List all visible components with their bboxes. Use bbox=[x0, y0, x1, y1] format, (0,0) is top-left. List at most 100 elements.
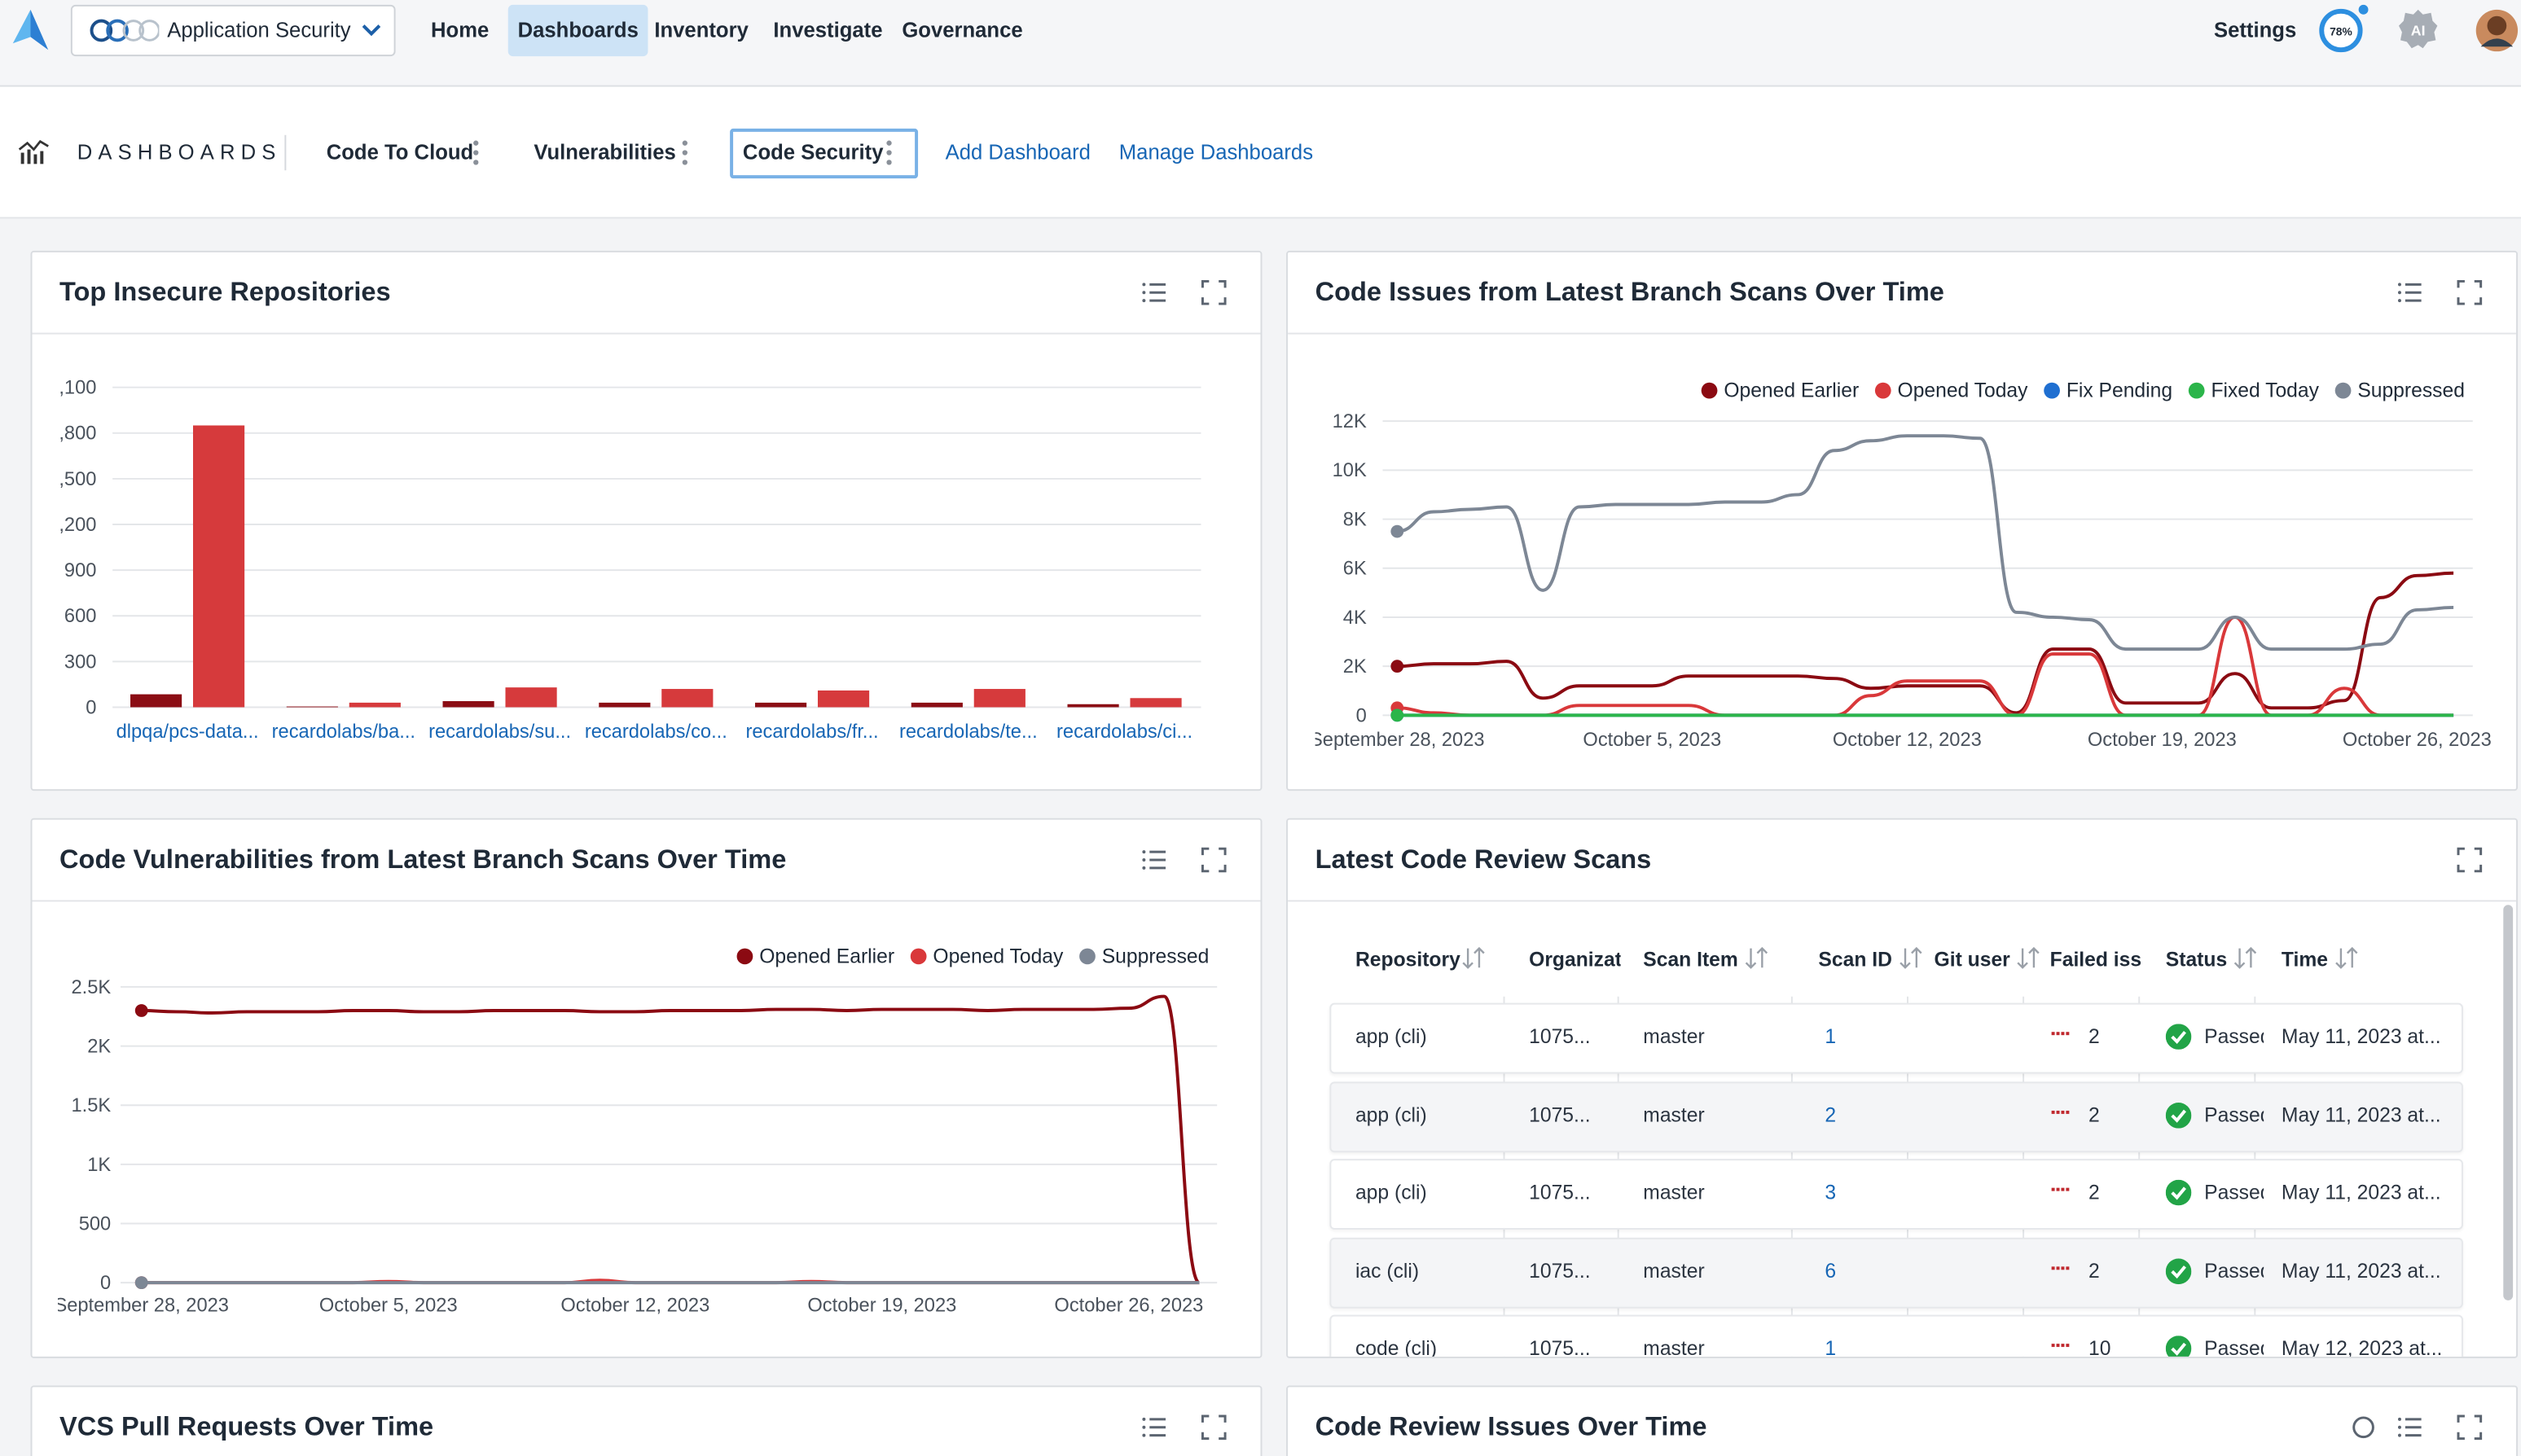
nav-link[interactable]: Inventory bbox=[645, 5, 758, 56]
column-header[interactable]: Organizat bbox=[1529, 944, 1621, 976]
avatar[interactable] bbox=[2475, 8, 2519, 53]
cell-scan-id[interactable]: 6 bbox=[1825, 1255, 1836, 1287]
column-header[interactable]: Failed issu bbox=[2050, 944, 2142, 976]
expand-icon[interactable] bbox=[2453, 844, 2485, 875]
circle-icon[interactable] bbox=[2348, 1411, 2379, 1443]
column-header[interactable]: Time bbox=[2282, 944, 2328, 976]
dashboard-tab[interactable]: Code To Cloud bbox=[327, 137, 474, 169]
dashboard-action[interactable]: Add Dashboard bbox=[946, 137, 1091, 169]
cell-failed-issues: 2 bbox=[2088, 1020, 2100, 1052]
panel: VCS Pull Requests Over Time bbox=[31, 1385, 1263, 1456]
sort-icon bbox=[1895, 942, 1927, 974]
panel-title: Code Vulnerabilities from Latest Branch … bbox=[59, 844, 786, 875]
column-header[interactable]: Scan ID bbox=[1818, 944, 1892, 976]
progress-ring[interactable]: 78% bbox=[2313, 3, 2368, 58]
ai-button[interactable]: AI bbox=[2397, 8, 2439, 50]
cell-scan-item: master bbox=[1643, 1255, 1704, 1287]
dashboard-tab[interactable]: Vulnerabilities bbox=[534, 137, 675, 169]
dashboard-tab[interactable]: Code Security bbox=[743, 137, 884, 169]
expand-icon[interactable] bbox=[2453, 277, 2485, 309]
expand-corners bbox=[1202, 849, 1225, 871]
status-icon bbox=[2166, 1180, 2192, 1206]
column-header[interactable]: Git user bbox=[1935, 944, 2010, 976]
dashboard-action[interactable]: Manage Dashboards bbox=[1119, 137, 1313, 169]
failed-icon bbox=[2050, 1342, 2073, 1352]
cell-scan-id[interactable]: 1 bbox=[1825, 1020, 1836, 1052]
list-icon[interactable] bbox=[1138, 277, 1170, 309]
cell-repository: code (cli) bbox=[1355, 1332, 1437, 1358]
list-icon[interactable] bbox=[2394, 277, 2426, 309]
failed-dot bbox=[2066, 1265, 2069, 1269]
failed-dot bbox=[2057, 1110, 2060, 1113]
panel: Code Issues from Latest Branch Scans Ove… bbox=[1286, 251, 2518, 791]
list-dot bbox=[2398, 1418, 2401, 1421]
sort-icon bbox=[2230, 942, 2262, 974]
list-dot bbox=[1142, 1426, 1145, 1429]
status-icon bbox=[2166, 1335, 2192, 1358]
ai-label: AI bbox=[2411, 22, 2426, 38]
cell-scan-id[interactable]: 1 bbox=[1825, 1332, 1836, 1358]
list-icon[interactable] bbox=[1138, 1411, 1170, 1443]
expand-icon[interactable] bbox=[1198, 1411, 1230, 1443]
settings-link[interactable]: Settings bbox=[2214, 15, 2296, 46]
cell-time: May 12, 2023 at... bbox=[2282, 1332, 2442, 1358]
nav-link[interactable]: Home bbox=[421, 5, 498, 56]
kebab-icon[interactable] bbox=[873, 137, 905, 169]
cell-scan-item: master bbox=[1643, 1099, 1704, 1130]
expand-icon[interactable] bbox=[1198, 844, 1230, 875]
dashboards-heading: DASHBOARDS bbox=[77, 137, 282, 169]
cell-scan-id[interactable]: 2 bbox=[1825, 1099, 1836, 1130]
panel: Latest Code Review ScansRepositoryOrgani… bbox=[1286, 818, 2518, 1358]
cell-organization: 1075... bbox=[1529, 1099, 1590, 1130]
column-header[interactable]: Scan Item bbox=[1643, 944, 1738, 976]
list-dot bbox=[2398, 1434, 2401, 1437]
kebab-dot bbox=[683, 141, 687, 146]
kebab-icon[interactable] bbox=[460, 137, 492, 169]
kebab-dot bbox=[683, 160, 687, 164]
panel-title: Code Review Issues Over Time bbox=[1315, 1411, 1707, 1443]
cell-time: May 11, 2023 at... bbox=[2282, 1099, 2442, 1130]
panel-title: Code Issues from Latest Branch Scans Ove… bbox=[1315, 277, 1944, 309]
kebab-icon[interactable] bbox=[669, 137, 701, 169]
status-circle bbox=[2166, 1180, 2192, 1206]
product-name[interactable]: Application Security bbox=[167, 15, 350, 46]
status-circle bbox=[2166, 1024, 2192, 1050]
sort-arrows bbox=[2336, 949, 2357, 968]
list-icon[interactable] bbox=[1138, 844, 1170, 875]
expand-icon[interactable] bbox=[2453, 1411, 2485, 1443]
cell-time: May 11, 2023 at... bbox=[2282, 1255, 2442, 1287]
list-icon[interactable] bbox=[2394, 1411, 2426, 1443]
failed-icon bbox=[2050, 1030, 2073, 1040]
notify-dot bbox=[2359, 5, 2369, 15]
expand-icon[interactable] bbox=[1198, 277, 1230, 309]
sort-icon bbox=[2331, 942, 2363, 974]
failed-dot bbox=[2061, 1188, 2064, 1191]
failed-dot bbox=[2061, 1110, 2064, 1113]
column-header[interactable]: Status bbox=[2166, 944, 2227, 976]
product-icon bbox=[89, 18, 160, 44]
expand-corners bbox=[1202, 1416, 1225, 1439]
kebab-dot bbox=[473, 150, 478, 155]
nav-link[interactable]: Governance bbox=[892, 5, 1032, 56]
column-header[interactable]: Repository bbox=[1355, 944, 1460, 976]
sort-icon bbox=[1458, 942, 1490, 974]
nav-link[interactable]: Dashboards bbox=[508, 5, 648, 56]
cell-repository: app (cli) bbox=[1355, 1020, 1427, 1052]
sort-arrows bbox=[2018, 949, 2039, 968]
list-dot bbox=[1142, 850, 1145, 853]
list-dot bbox=[1142, 1418, 1145, 1421]
status-circle bbox=[2166, 1102, 2192, 1128]
cell-scan-item: master bbox=[1643, 1020, 1704, 1052]
list-dot bbox=[1142, 299, 1145, 302]
divider bbox=[284, 135, 286, 170]
scrollbar[interactable] bbox=[2503, 905, 2513, 1300]
logo[interactable] bbox=[11, 8, 50, 53]
failed-icon bbox=[2050, 1186, 2073, 1196]
cell-scan-id[interactable]: 3 bbox=[1825, 1177, 1836, 1208]
cell-status: Passed bbox=[2204, 1177, 2264, 1208]
sort-arrows bbox=[1900, 949, 1921, 968]
failed-dot bbox=[2057, 1032, 2060, 1035]
sort-arrows bbox=[1463, 949, 1484, 968]
nav-link[interactable]: Investigate bbox=[764, 5, 893, 56]
cell-organization: 1075... bbox=[1529, 1332, 1590, 1358]
